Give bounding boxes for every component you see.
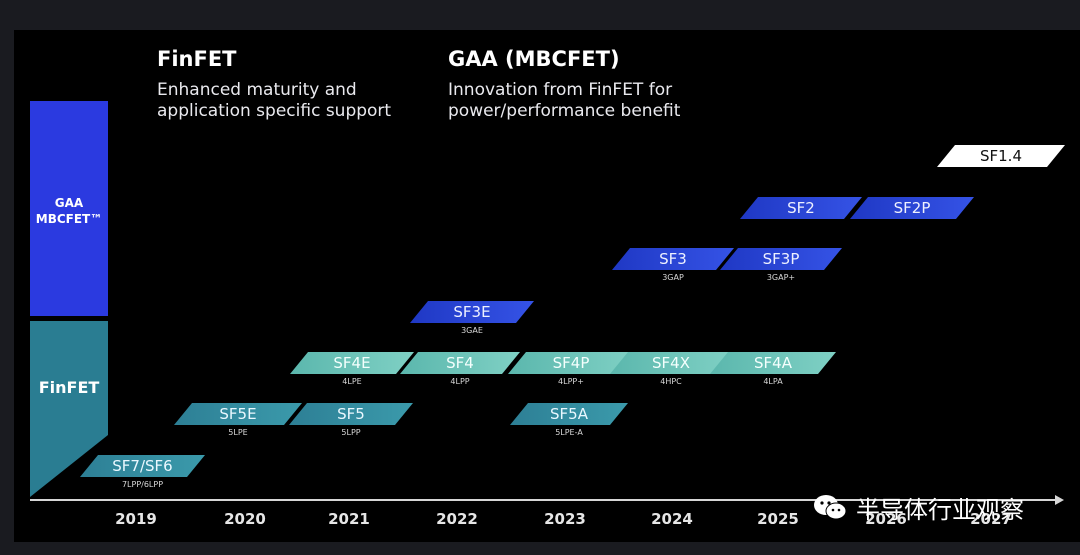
- node-sublabel: 4LPP: [450, 377, 470, 386]
- node-sublabel: 3GAP+: [766, 273, 796, 282]
- year-label-2022: 2022: [436, 510, 478, 528]
- node-sublabel: 4LPA: [763, 377, 783, 386]
- node-sf4: SF4: [400, 352, 520, 374]
- node-sf5a: SF5A: [510, 403, 628, 425]
- node-sublabel: 3GAE: [461, 326, 483, 335]
- year-label-2025: 2025: [757, 510, 799, 528]
- node-sf2p: SF2P: [850, 197, 974, 219]
- year-label-2019: 2019: [115, 510, 157, 528]
- node-sf5: SF5: [289, 403, 413, 425]
- node-sublabel: 3GAP: [662, 273, 684, 282]
- year-label-2021: 2021: [328, 510, 370, 528]
- node-sublabel: 4LPE: [342, 377, 362, 386]
- year-label-2024: 2024: [651, 510, 693, 528]
- finfet-category-block: [30, 321, 108, 497]
- gaa-category-block: [30, 101, 108, 316]
- node-sublabel: 5LPE-A: [555, 428, 583, 437]
- node-sublabel: 4HPC: [660, 377, 682, 386]
- node-sublabel: 7LPP/6LPP: [121, 480, 164, 489]
- node-sublabel: 5LPE: [228, 428, 248, 437]
- node-sf4x: SF4X: [610, 352, 732, 374]
- wechat-icon: [814, 494, 847, 519]
- watermark-text: 半导体行业观察: [856, 496, 1024, 524]
- node-sublabel: 5LPP: [341, 428, 361, 437]
- node-sf7-sf6: SF7/SF6: [80, 455, 205, 477]
- node-sf2: SF2: [740, 197, 862, 219]
- year-label-2026: 2026: [865, 510, 907, 528]
- node-sf3: SF3: [612, 248, 734, 270]
- gaa-header-title: GAA (MBCFET): [448, 47, 620, 71]
- year-label-2027: 2027: [970, 510, 1012, 528]
- node-sf1-4: SF1.4: [937, 145, 1065, 167]
- node-sf4e: SF4E: [290, 352, 414, 374]
- finfet-header-subtitle: Enhanced maturity and application specif…: [157, 80, 392, 121]
- node-sf3p: SF3P: [720, 248, 842, 270]
- watermark: 半导体行业观察: [812, 490, 1024, 525]
- node-sf3e: SF3E: [410, 301, 534, 323]
- node-sf5e: SF5E: [174, 403, 302, 425]
- gaa-header-subtitle: Innovation from FinFET for power/perform…: [448, 80, 681, 121]
- gaa-category-label: GAA MBCFET™: [35, 196, 103, 226]
- finfet-category-label: FinFET: [38, 378, 100, 397]
- node-sf4p: SF4P: [508, 352, 634, 374]
- finfet-header-title: FinFET: [157, 47, 237, 71]
- year-label-2023: 2023: [544, 510, 586, 528]
- year-label-2020: 2020: [224, 510, 266, 528]
- axis-arrow-icon: [1055, 495, 1064, 505]
- node-sublabel: 4LPP+: [558, 377, 584, 386]
- node-sf4a: SF4A: [710, 352, 836, 374]
